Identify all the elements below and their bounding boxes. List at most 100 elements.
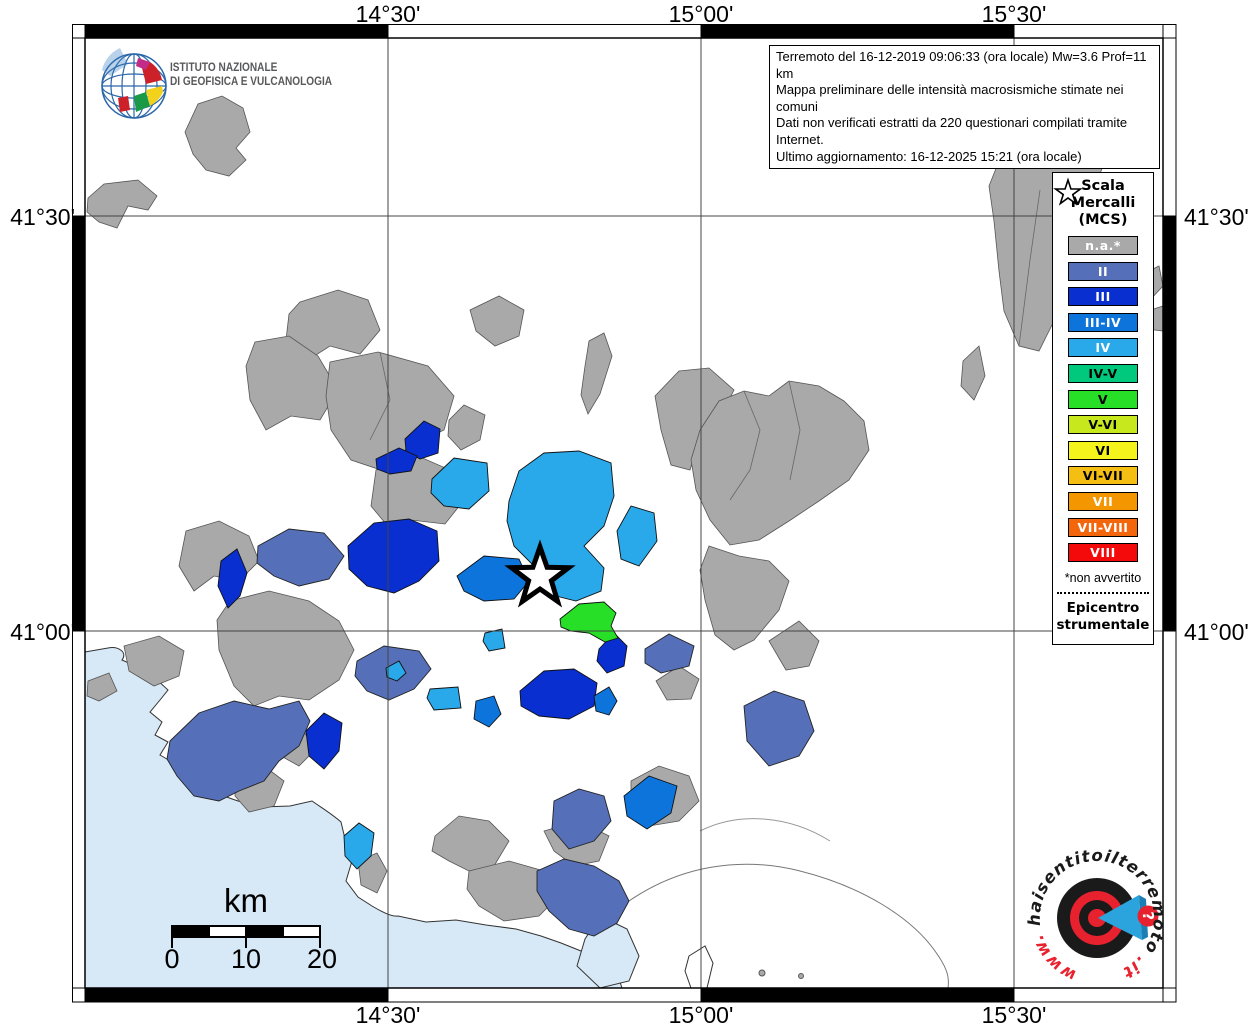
municipality	[347, 518, 440, 594]
axis-label-bottom: 15°00'	[668, 1002, 734, 1024]
legend-epicenter-line: strumentale	[1056, 616, 1150, 633]
islet	[798, 973, 804, 979]
legend-title-line: Mercalli	[1070, 195, 1136, 211]
legend-item-vi-vii: VI-VII	[1068, 466, 1138, 486]
legend-item-iii: III	[1068, 287, 1138, 307]
scale-bar-tick: 10	[230, 944, 262, 974]
legend-title-line: (MCS)	[1078, 212, 1128, 228]
info-line-map-type: Mappa preliminare delle intensità macros…	[776, 82, 1124, 114]
municipality	[690, 380, 870, 546]
legend-items: n.a.* II III III-IV IV IV-V V V-VI VI VI…	[1068, 236, 1138, 569]
question-mark: ?	[1139, 911, 1158, 921]
legend-star-icon	[1053, 177, 1083, 206]
legend-item-vii: VII	[1068, 491, 1138, 511]
municipality	[960, 345, 986, 401]
axis-label-right: 41°30'	[1184, 204, 1249, 230]
legend-item-iii-iv: III-IV	[1068, 312, 1138, 332]
earthquake-info-box: Terremoto del 16-12-2019 09:06:33 (ora l…	[769, 45, 1160, 170]
axis-label-bottom: 14°30'	[355, 1002, 421, 1024]
municipality	[536, 858, 630, 937]
municipality	[426, 686, 462, 711]
municipality	[644, 633, 695, 674]
municipality	[285, 289, 381, 361]
municipality	[245, 335, 339, 431]
legend-title-line: Scala	[1081, 178, 1125, 194]
question-mark-icon	[1137, 905, 1159, 927]
municipality	[86, 672, 118, 702]
axis-label-bottom: 15°30'	[981, 1002, 1047, 1024]
municipality	[580, 332, 613, 415]
municipality	[616, 505, 658, 567]
legend-separator	[1057, 591, 1149, 594]
info-line-updated: Ultimo aggiornamento: 16-12-2025 15:21 (…	[776, 148, 1082, 164]
municipality	[256, 528, 345, 587]
municipality	[217, 548, 248, 609]
municipality	[466, 860, 560, 922]
info-line-questionnaires: Dati non verificati estratti da 220 ques…	[776, 115, 1128, 147]
epicenter-star-icon	[504, 539, 576, 608]
legend-item-vi: VI	[1068, 440, 1138, 460]
scale-bar-tick: 20	[306, 944, 338, 974]
axis-label-top: 14°30'	[355, 1, 421, 27]
map-frame	[72, 24, 1177, 1003]
axis-label-top: 15°30'	[981, 1, 1047, 27]
municipality	[375, 447, 418, 475]
municipality	[768, 620, 820, 671]
graticule	[85, 38, 1163, 988]
info-line-event: Terremoto del 16-12-2019 09:06:33 (ora l…	[776, 49, 1147, 81]
municipality-boundaries	[369, 189, 1041, 501]
municipality	[385, 660, 407, 682]
legend-title: Scala Mercalli (MCS)	[1071, 178, 1136, 229]
municipality	[482, 628, 506, 652]
legend: Scala Mercalli (MCS) n.a.* II III III-IV…	[1052, 172, 1154, 645]
legend-item-na: n.a.*	[1068, 236, 1138, 255]
islet	[758, 969, 766, 977]
legend-item-iv: IV	[1068, 338, 1138, 358]
ingv-logo-line2: DI GEOFISICA E VULCANOLOGIA	[170, 73, 333, 88]
coastline-salerno	[628, 863, 949, 989]
boundary-arc	[699, 818, 831, 842]
municipality	[216, 590, 355, 707]
municipality	[699, 545, 790, 651]
municipality	[473, 695, 502, 728]
legend-footnote: *non avvertito	[1064, 570, 1142, 585]
legend-item-v: V	[1068, 389, 1138, 409]
axis-label-left: 41°30'	[10, 204, 75, 230]
municipality	[430, 457, 490, 510]
municipality	[593, 686, 618, 716]
municipality	[357, 852, 388, 894]
municipality	[519, 668, 598, 720]
municipality	[123, 635, 185, 687]
legend-item-iv-v: IV-V	[1068, 363, 1138, 383]
scale-bar	[171, 925, 321, 948]
ingv-logo-line1: ISTITUTO NAZIONALE	[170, 60, 278, 74]
municipality	[447, 404, 486, 451]
ingv-logo: ISTITUTO NAZIONALE DI GEOFISICA E VULCAN…	[170, 60, 333, 88]
legend-item-v-vi: V-VI	[1068, 415, 1138, 435]
legend-item-vii-viii: VII-VIII	[1068, 517, 1138, 537]
municipality	[743, 690, 815, 767]
municipality-layer-na	[86, 95, 1164, 922]
municipality	[469, 295, 525, 347]
megaphone-icon	[1098, 895, 1142, 940]
axis-label-left: 41°00'	[10, 619, 75, 645]
legend-epicenter-label: Epicentro strumentale	[1057, 600, 1150, 634]
municipality	[551, 788, 612, 850]
municipality	[623, 775, 678, 830]
scale-bar-tick: 0	[164, 944, 180, 974]
axis-label-right: 41°00'	[1184, 619, 1249, 645]
municipality	[559, 601, 619, 643]
ingv-globe-icon	[101, 48, 167, 119]
legend-item-viii: VIII	[1068, 543, 1138, 563]
municipality	[184, 95, 251, 177]
municipality-layer-ii	[166, 528, 815, 937]
legend-item-ii: II	[1068, 261, 1138, 281]
axis-label-top: 15°00'	[668, 1, 734, 27]
scale-bar-unit: km	[224, 882, 268, 919]
legend-epicenter-line: Epicentro	[1066, 599, 1140, 616]
municipality	[305, 712, 343, 770]
municipality	[343, 822, 375, 870]
municipality-layer-iii	[217, 420, 628, 770]
